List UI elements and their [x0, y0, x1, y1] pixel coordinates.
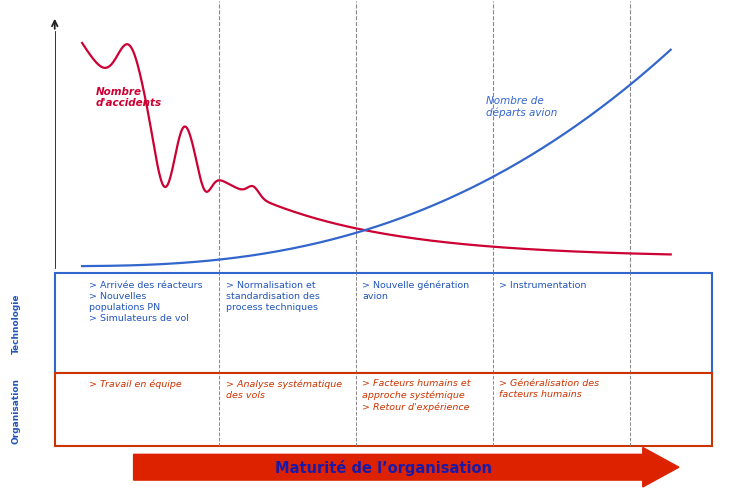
- Text: Nombre de
départs avion: Nombre de départs avion: [486, 96, 557, 118]
- Text: > Analyse systématique
des vols: > Analyse systématique des vols: [226, 379, 342, 399]
- Text: Maturité de l’organisation: Maturité de l’organisation: [274, 459, 492, 475]
- Text: Technologie: Technologie: [12, 293, 20, 353]
- Text: > Travail en équipe: > Travail en équipe: [89, 379, 182, 388]
- Text: > Normalisation et
standardisation des
process techniques: > Normalisation et standardisation des p…: [226, 280, 320, 311]
- Text: > Arrivée des réacteurs
> Nouvelles
populations PN
> Simulateurs de vol: > Arrivée des réacteurs > Nouvelles popu…: [89, 280, 202, 323]
- FancyArrow shape: [134, 447, 679, 487]
- Text: Nombre
d'accidents: Nombre d'accidents: [96, 86, 162, 108]
- Text: > Nouvelle génération
avion: > Nouvelle génération avion: [362, 280, 469, 301]
- Text: Organisation: Organisation: [12, 377, 20, 443]
- Text: > Généralisation des
facteurs humains: > Généralisation des facteurs humains: [499, 379, 599, 399]
- Text: > Facteurs humains et
approche systémique
> Retour d'expérience: > Facteurs humains et approche systémiqu…: [362, 379, 471, 411]
- Text: > Instrumentation: > Instrumentation: [499, 280, 587, 289]
